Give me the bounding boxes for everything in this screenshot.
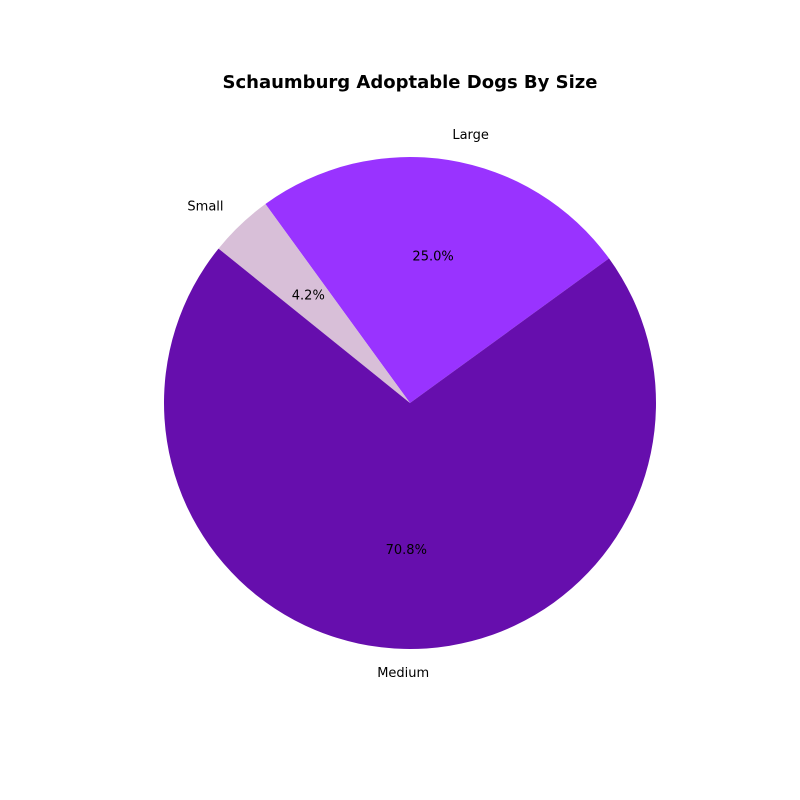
slice-label-large: Large — [452, 128, 489, 143]
slice-percent-large: 25.0% — [412, 250, 453, 265]
chart-title: Schaumburg Adoptable Dogs By Size — [223, 72, 598, 93]
slice-label-small: Small — [187, 199, 223, 214]
pie-slice-large — [265, 157, 610, 403]
slice-percent-small: 4.2% — [292, 289, 325, 304]
pie-labels: Large 25.0% Small 4.2% Medium 70.8% — [187, 128, 488, 681]
pie-slice-medium — [164, 248, 657, 649]
pie-slice-small — [218, 203, 410, 403]
slice-percent-medium: 70.8% — [386, 543, 427, 558]
pie-slices — [164, 157, 657, 649]
slice-label-medium: Medium — [377, 666, 429, 681]
